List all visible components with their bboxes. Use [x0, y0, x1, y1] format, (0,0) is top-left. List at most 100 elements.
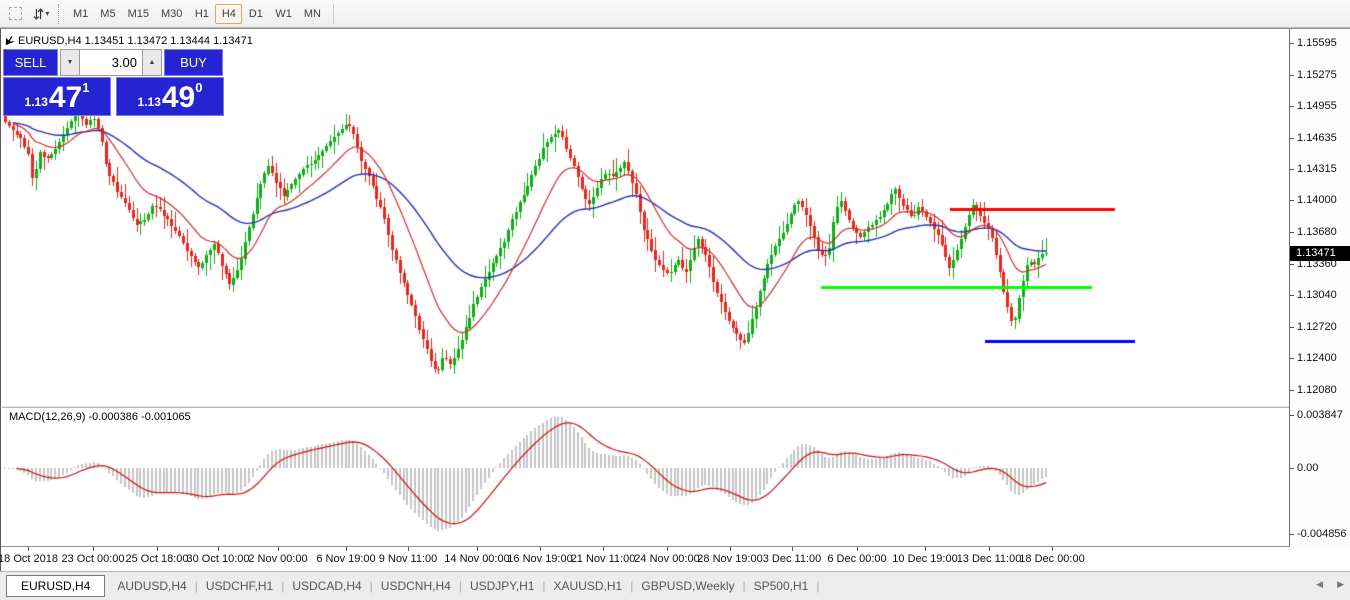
- time-axis-label: 25 Oct 18:00: [125, 553, 189, 565]
- time-axis-tick: [408, 547, 409, 551]
- time-axis-tick: [989, 547, 990, 551]
- price-axis-label: 1.15595: [1297, 37, 1337, 49]
- chart-cursor-icon: [5, 35, 16, 46]
- price-axis-tick: [1290, 106, 1294, 108]
- time-axis-tick: [730, 547, 731, 551]
- time-axis-label: 24 Nov 00:00: [634, 553, 700, 565]
- price-axis-label: 1.12080: [1297, 384, 1337, 396]
- time-axis-label: 2 Nov 00:00: [248, 553, 308, 565]
- time-axis-label: 18 Oct 2018: [0, 553, 58, 565]
- time-axis-label: 9 Nov 11:00: [378, 553, 438, 565]
- arrange-windows-icon[interactable]: ⇵ ▾: [32, 5, 50, 22]
- chart-tab-usdcnh-h4[interactable]: USDCNH,H4: [380, 579, 451, 593]
- time-axis[interactable]: 18 Oct 2018 23 Oct 00:00 25 Oct 18:00 30 Oc…: [0, 547, 1350, 571]
- price-axis[interactable]: 1.13471 1.15595 1.15275 1.14955 1.14635 1.14…: [1289, 29, 1350, 547]
- time-axis-tick: [278, 547, 279, 551]
- time-axis-label: 23 Oct 00:00: [61, 553, 125, 565]
- time-axis-label: 21 Nov 11:00: [570, 553, 636, 565]
- timeframe-button-m30[interactable]: M30: [160, 7, 183, 20]
- timeframe-buttons: M1 M5 M15 M30 H1 H4 D1 W1 MN: [67, 3, 327, 24]
- buy-price-big: 49: [161, 80, 196, 114]
- tab-scroll-left-icon[interactable]: ◀: [1316, 579, 1324, 589]
- price-axis-label: 1.13360: [1297, 257, 1337, 270]
- macd-axis-label: -0.004856: [1297, 528, 1347, 540]
- macd-bottom-border: [1, 546, 1289, 547]
- price-axis-tick: [1290, 137, 1294, 139]
- price-chart-pane[interactable]: EURUSD,H4 1.13451 1.13472 1.13444 1.1347…: [2, 31, 1289, 406]
- price-axis-tick: [1290, 43, 1294, 44]
- timeframe-button-m1[interactable]: M1: [73, 7, 89, 20]
- timeframe-button-h4[interactable]: H4: [215, 3, 243, 24]
- toolbar-separator: [332, 3, 334, 24]
- price-axis-label: 1.13040: [1297, 289, 1337, 302]
- price-axis-label: 1.15275: [1297, 68, 1337, 81]
- price-axis-tick: [1290, 326, 1294, 328]
- chart-tab-sp500-h1[interactable]: SP500,H1: [753, 579, 809, 593]
- tab-separator: |: [369, 579, 373, 593]
- chart-tab-gbpusd-weekly[interactable]: GBPUSD,Weekly: [641, 579, 735, 593]
- time-axis-label: 6 Nov 19:00: [316, 553, 376, 565]
- tab-separator: |: [816, 579, 820, 593]
- time-axis-label: 30 Oct 10:00: [186, 553, 250, 565]
- timeframe-button-mn[interactable]: MN: [303, 7, 321, 20]
- timeframe-button-w1[interactable]: W1: [275, 7, 292, 20]
- price-axis-label: 1.12400: [1297, 352, 1337, 365]
- chart-title: EURUSD,H4 1.13451 1.13472 1.13444 1.1347…: [18, 35, 253, 47]
- timeframe-button-m5[interactable]: M5: [100, 7, 116, 20]
- time-axis-label: 16 Nov 19:00: [507, 553, 573, 565]
- macd-axis-tick: [1290, 534, 1294, 535]
- pane-divider[interactable]: [2, 406, 1289, 408]
- time-axis-tick: [1052, 547, 1053, 551]
- time-axis-label: 14 Nov 00:00: [444, 553, 510, 565]
- macd-axis-tick: [1290, 414, 1294, 416]
- price-axis-label: 1.13680: [1297, 226, 1337, 239]
- timeframe-button-m15[interactable]: M15: [127, 7, 149, 20]
- tab-separator: |: [281, 579, 285, 593]
- sell-button[interactable]: SELL: [3, 49, 58, 76]
- price-axis-tick: [1290, 200, 1294, 202]
- macd-canvas[interactable]: [2, 408, 1289, 546]
- buy-button[interactable]: BUY: [164, 49, 223, 76]
- volume-decrease-button[interactable]: ▼: [60, 49, 80, 76]
- macd-indicator-label: MACD(12,26,9) -0.000386 -0.001065: [9, 411, 191, 423]
- time-axis-label: 13 Dec 11:00: [956, 553, 1022, 565]
- time-axis-label: 18 Dec 00:00: [1019, 553, 1085, 565]
- time-axis-tick: [540, 547, 541, 551]
- buy-price-box[interactable]: 1.13 49 0: [116, 77, 224, 116]
- price-axis-tick: [1290, 263, 1294, 265]
- sell-price-box[interactable]: 1.13 47 1: [3, 77, 111, 116]
- chart-tab-usdcad-h4[interactable]: USDCAD,H4: [292, 579, 362, 593]
- one-click-trading-panel: SELL ▼ ▲ BUY 1.13 47 1 1.13 49 0: [3, 49, 225, 116]
- price-axis-tick: [1290, 390, 1294, 391]
- time-axis-tick: [925, 547, 926, 551]
- chart-window: EURUSD,H4 1.13451 1.13472 1.13444 1.1347…: [0, 28, 1350, 571]
- macd-axis-tick: [1290, 467, 1294, 469]
- volume-increase-button[interactable]: ▲: [142, 49, 162, 76]
- volume-input[interactable]: [80, 49, 142, 76]
- time-axis-label: 3 Dec 11:00: [762, 553, 822, 565]
- price-axis-label: 1.14635: [1297, 131, 1337, 144]
- chart-tab-eurusd-h4[interactable]: EURUSD,H4: [6, 575, 106, 597]
- macd-axis-label: 0.003847: [1297, 408, 1343, 421]
- time-axis-tick: [93, 547, 94, 551]
- price-axis-tick: [1290, 232, 1294, 234]
- chart-tab-audusd-h4[interactable]: AUDUSD,H4: [117, 579, 187, 593]
- select-rectangle-icon[interactable]: [4, 4, 26, 24]
- timeframe-button-h1[interactable]: H1: [194, 7, 209, 20]
- time-axis-tick: [857, 547, 858, 551]
- price-axis-tick: [1290, 358, 1294, 360]
- chart-tab-xauusd-h1[interactable]: XAUUSD,H1: [553, 579, 623, 593]
- time-axis-tick: [157, 547, 158, 551]
- chart-tab-usdjpy-h1[interactable]: USDJPY,H1: [469, 579, 535, 593]
- time-axis-tick: [346, 547, 347, 551]
- tab-separator: |: [542, 579, 546, 593]
- tab-scroll-right-icon[interactable]: ▶: [1337, 579, 1344, 589]
- buy-price-sup: 0: [195, 80, 203, 95]
- macd-pane[interactable]: MACD(12,26,9) -0.000386 -0.001065: [2, 408, 1289, 546]
- timeframe-button-d1[interactable]: D1: [248, 7, 263, 20]
- tab-separator: |: [194, 579, 198, 593]
- time-axis-tick: [667, 547, 668, 551]
- chart-tab-usdchf-h1[interactable]: USDCHF,H1: [205, 579, 274, 593]
- sell-price-prefix: 1.13: [24, 95, 48, 109]
- price-axis-tick: [1290, 295, 1294, 297]
